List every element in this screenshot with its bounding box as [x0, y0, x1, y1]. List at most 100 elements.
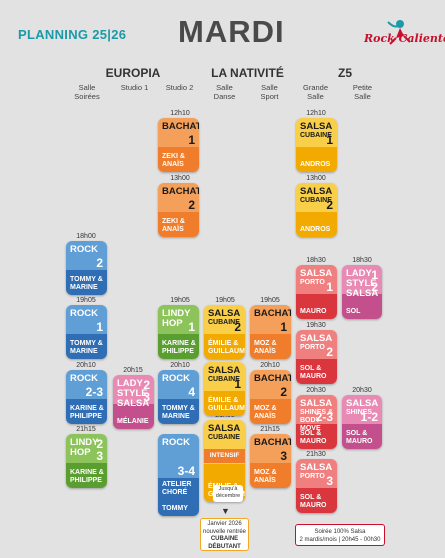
class-card: SALSA PORTO 2 SOL & MAURO [296, 330, 337, 384]
room-grande-salle: Grande Salle [302, 83, 329, 101]
note-line: Soirée 100% Salsa [314, 529, 366, 535]
class-card: BACHATA1MOZ & ANAÏS [250, 305, 291, 359]
class-subtitle: CUBAINE [300, 197, 332, 204]
class-subtitle: Shines & Body Move [300, 409, 334, 432]
class-level: 1 [188, 320, 195, 335]
room-salle-soirees: Salle Soirées [74, 83, 100, 101]
time-label: 18h00 [76, 233, 96, 240]
class-title: LINDY HOP [70, 437, 99, 458]
time-label: 20h15 [123, 367, 143, 374]
class-title: ROCK [70, 308, 98, 319]
class-title: SALSA [300, 333, 333, 344]
class-teachers: KARINE & PHILIPPE [70, 405, 104, 420]
time-label: 20h30 [306, 387, 326, 394]
card-bottom [113, 404, 154, 429]
class-title: SALSA [300, 462, 333, 473]
card-bottom [66, 399, 107, 424]
class-level: 2 [234, 320, 241, 335]
note-soiree-salsa: Soirée 100% Salsa 2 mardis/mois | 20h45 … [295, 524, 385, 546]
class-level: 2-3 [85, 385, 103, 400]
card-bottom [66, 270, 107, 295]
class-card: BACHATA2MOZ & ANAÏS [250, 370, 291, 424]
card-top [342, 395, 382, 425]
card-bottom [66, 334, 107, 359]
class-teachers: ÉMILIE & GUILLAUME [208, 397, 245, 412]
intensif-band: INTENSIF [204, 449, 245, 464]
note-janvier-2026: Janvier 2026 nouvelle rentrée CUBAINE DÉ… [200, 518, 249, 551]
card-top [158, 305, 199, 335]
note-line: DÉBUTANT [208, 543, 241, 550]
card-top [296, 118, 337, 148]
class-level: 2 [280, 385, 287, 400]
time-label: 20h10 [260, 362, 280, 369]
class-title: BACHATA [254, 373, 291, 384]
time-label: 13h00 [306, 175, 326, 182]
class-level: 1 2 [371, 268, 378, 295]
time-label: 20h10 [76, 362, 96, 369]
class-teachers: SOL & MAURO [300, 494, 327, 509]
card-bottom [342, 424, 382, 449]
class-teachers: ÉMILIE & GUILLAUME [208, 340, 245, 355]
venue-z5: Z5 [337, 66, 352, 80]
room-studio-2: Studio 2 [165, 83, 194, 92]
class-level: 1 [326, 133, 333, 148]
class-teachers: ATELIER CHORÉ TOMMY [162, 481, 192, 512]
card-top [158, 183, 199, 213]
page-title: MARDI [178, 14, 285, 49]
class-teachers: ZEKI & ANAÏS [162, 218, 185, 233]
class-teachers: TOMMY & MARINE [162, 405, 195, 420]
class-teachers: MOZ & ANAÏS [254, 469, 277, 484]
time-label: 19h30 [306, 322, 326, 329]
time-label: 12h10 [306, 110, 326, 117]
note-line: 2 mardis/mois | 20h45 - 00h30 [299, 537, 381, 543]
card-top [204, 362, 245, 392]
card-top [296, 395, 337, 425]
class-title: SALSA [346, 398, 379, 409]
card-top [66, 305, 107, 335]
logo-text: Rock Caliente [364, 32, 445, 45]
card-bottom [204, 391, 245, 416]
card-bottom [250, 463, 291, 488]
class-title: ROCK [70, 244, 98, 255]
class-level: 1-2 [360, 410, 378, 425]
card-top [66, 434, 107, 464]
card-top [250, 434, 291, 464]
class-teachers: SOL [346, 308, 361, 315]
class-card: LINDY HOP 2 3 KARINE & PHILIPPE [66, 434, 107, 488]
class-card: SALSA CUBAINE 1 ANDROS [296, 118, 337, 172]
class-title: SALSA [208, 308, 241, 319]
class-card: ROCK 2-3 KARINE & PHILIPPE [66, 370, 107, 424]
class-level: 4 [188, 385, 195, 400]
room-salle-danse: Salle Danse [213, 83, 236, 101]
class-subtitle: CUBAINE [300, 132, 332, 139]
class-teachers: SOL & MAURO [300, 365, 327, 380]
class-level: 2 [188, 198, 195, 213]
venue-europia: EUROPIA [105, 66, 161, 80]
class-card: SALSA PORTO 3 SOL & MAURO [296, 459, 337, 513]
card-bottom [158, 478, 199, 516]
card-top [158, 118, 199, 148]
class-title: ROCK [162, 437, 190, 448]
card-top [296, 183, 337, 213]
note-line: CUBAINE [210, 536, 239, 542]
class-title: SALSA [300, 121, 333, 132]
class-title: LINDY HOP [162, 308, 191, 329]
room-petite-salle: Petite Salle [352, 83, 373, 101]
class-card: SALSA PORTO 1 MAURO [296, 265, 337, 319]
planning-brand: PLANNING 25|26 [18, 27, 127, 42]
class-title: LADY STYLE SALSA [117, 378, 150, 409]
card-top [342, 265, 382, 295]
class-teachers: KARINE & PHILIPPE [70, 469, 104, 484]
class-subtitle: PORTO [300, 279, 325, 286]
card-top [250, 305, 291, 335]
class-subtitle: CUBAINE [208, 434, 240, 441]
card-top [66, 370, 107, 400]
class-teachers: SOL & MAURO [346, 430, 373, 445]
room-salle-sport: Salle Sport [260, 83, 279, 101]
card-top [204, 305, 245, 335]
card-bottom [158, 399, 199, 424]
class-teachers: TOMMY & MARINE [70, 276, 103, 291]
class-subtitle: CUBAINE [208, 376, 240, 383]
